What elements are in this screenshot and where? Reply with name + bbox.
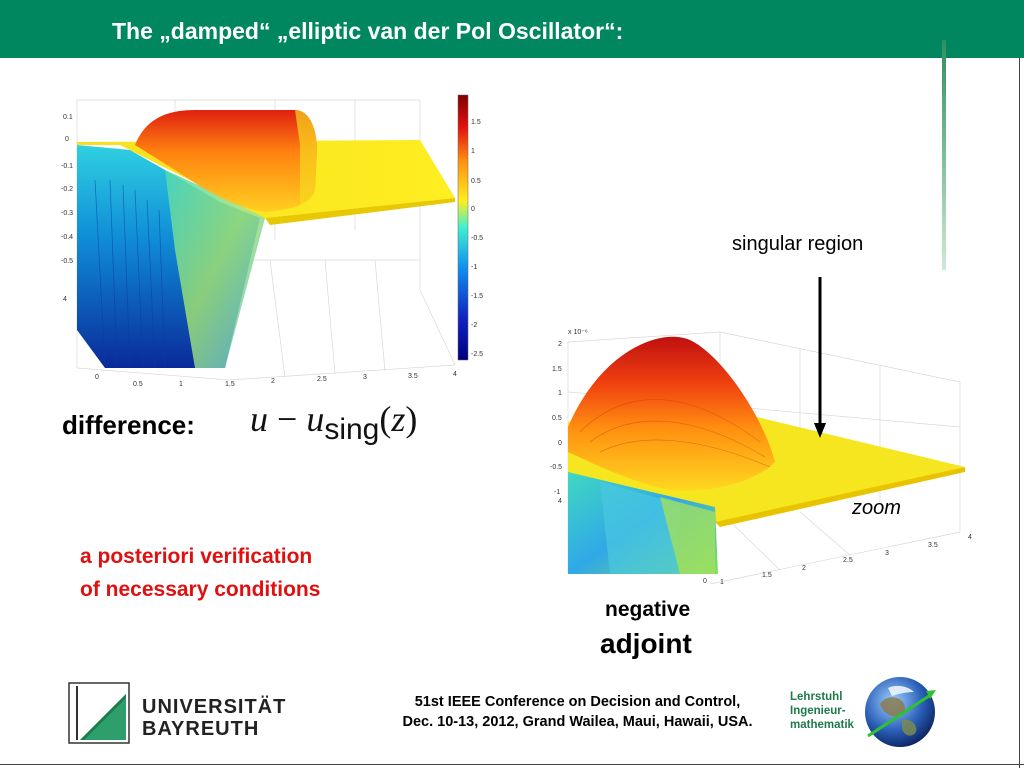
verification-line-2: of necessary conditions bbox=[80, 578, 321, 601]
difference-label: difference: bbox=[62, 410, 195, 440]
colorbar-tick: -1 bbox=[471, 264, 477, 271]
slide-title: The „damped“ „elliptic van der Pol Oscil… bbox=[112, 18, 624, 44]
formula-paren-open: ( bbox=[379, 399, 392, 439]
zoom-label: zoom bbox=[852, 497, 901, 519]
colorbar-tick: -2.5 bbox=[471, 351, 483, 358]
formula-u: u bbox=[250, 399, 268, 439]
left-y-tick: -0.4 bbox=[61, 234, 73, 241]
formula-u-sing: u bbox=[306, 399, 325, 439]
right-x-tick: 1.5 bbox=[762, 572, 772, 579]
conference-line-2: Dec. 10-13, 2012, Grand Wailea, Maui, Ha… bbox=[402, 714, 753, 730]
colorbar-tick: 1.5 bbox=[471, 119, 481, 126]
right-y-tick: -0.5 bbox=[550, 464, 562, 471]
left-x-tick: 1.5 bbox=[225, 381, 235, 388]
difference-formula: u − using(z) bbox=[250, 398, 418, 446]
formula-minus: − bbox=[277, 399, 298, 439]
right-y-tick: 0 bbox=[558, 440, 562, 447]
negative-label: negative bbox=[605, 598, 691, 621]
university-name-line-1: UNIVERSITÄT bbox=[142, 696, 287, 718]
down-arrow-icon bbox=[814, 277, 826, 438]
right-x-tick: 3.5 bbox=[928, 542, 938, 549]
chair-line-2: Ingenieur- bbox=[790, 705, 846, 717]
right-x-tick: 0 bbox=[703, 578, 707, 585]
right-y-tick: 0.5 bbox=[552, 415, 562, 422]
left-y-tick: -0.3 bbox=[61, 210, 73, 217]
right-x-tick: 4 bbox=[968, 534, 972, 541]
title-bar: The „damped“ „elliptic van der Pol Oscil… bbox=[0, 0, 1024, 58]
university-logo-icon bbox=[68, 682, 130, 744]
adjoint-label: adjoint bbox=[600, 628, 692, 659]
left-y-tick: -0.1 bbox=[61, 163, 73, 170]
decorative-vertical-line bbox=[942, 40, 946, 270]
right-y-tick: 1 bbox=[558, 390, 562, 397]
colorbar-tick: 0 bbox=[471, 206, 475, 213]
left-y-tick: -0.2 bbox=[61, 186, 73, 193]
left-y-tick: -0.5 bbox=[61, 258, 73, 265]
left-x-tick: 3.5 bbox=[408, 373, 418, 380]
left-x-tick: 1 bbox=[179, 381, 183, 388]
right-y-tick: 2 bbox=[558, 341, 562, 348]
globe-logo-icon bbox=[865, 677, 936, 747]
right-x-tick: 3 bbox=[885, 550, 889, 557]
left-x-tick: 4 bbox=[453, 371, 457, 378]
left-y-tick: 0.1 bbox=[63, 114, 73, 121]
left-x-tick: 0 bbox=[95, 374, 99, 381]
formula-z: z bbox=[391, 399, 406, 439]
right-surface-plot: x 10⁻⁶ 2 1.5 1 0.5 0 -0.5 -1 4 0 1 1.5 2… bbox=[550, 329, 972, 586]
left-y-tick: 0 bbox=[65, 136, 69, 143]
colorbar-tick: -2 bbox=[471, 322, 477, 329]
right-x-tick: 1 bbox=[720, 579, 724, 586]
singular-region-label: singular region bbox=[732, 233, 864, 255]
right-y-tick: -1 bbox=[554, 489, 560, 496]
university-name: UNIVERSITÄT BAYREUTH bbox=[142, 696, 286, 740]
colorbar-tick: -0.5 bbox=[471, 235, 483, 242]
verification-note: a posteriori verification of necessary c… bbox=[80, 540, 320, 606]
right-y-tick: 4 bbox=[558, 498, 562, 505]
colorbar-tick: 0.5 bbox=[471, 178, 481, 185]
right-x-tick: 2 bbox=[802, 565, 806, 572]
frame-right-border bbox=[1019, 58, 1020, 768]
left-x-tick: 2 bbox=[271, 378, 275, 385]
right-exponent-label: x 10⁻⁶ bbox=[568, 329, 588, 336]
right-x-tick: 2.5 bbox=[843, 557, 853, 564]
frame-bottom-border bbox=[0, 764, 1024, 765]
left-y-tick: 4 bbox=[63, 296, 67, 303]
chair-line-1: Lehrstuhl bbox=[790, 691, 843, 703]
university-name-line-2: BAYREUTH bbox=[142, 718, 260, 740]
chair-name: Lehrstuhl Ingenieur- mathematik bbox=[790, 690, 854, 732]
verification-line-1: a posteriori verification bbox=[80, 545, 313, 568]
left-x-tick: 3 bbox=[363, 374, 367, 381]
right-y-tick: 1.5 bbox=[552, 366, 562, 373]
conference-info: 51st IEEE Conference on Decision and Con… bbox=[300, 692, 855, 732]
left-x-tick: 0.5 bbox=[133, 381, 143, 388]
chair-line-3: mathematik bbox=[790, 719, 854, 731]
colorbar-tick: 1 bbox=[471, 148, 475, 155]
formula-paren-close: ) bbox=[405, 399, 418, 439]
formula-subscript: sing bbox=[324, 413, 380, 446]
left-x-tick: 2.5 bbox=[317, 376, 327, 383]
conference-line-1: 51st IEEE Conference on Decision and Con… bbox=[414, 694, 741, 710]
colorbar-tick: -1.5 bbox=[471, 293, 483, 300]
left-surface-plot: 0.1 0 -0.1 -0.2 -0.3 -0.4 -0.5 4 0 0.5 1… bbox=[61, 94, 483, 388]
